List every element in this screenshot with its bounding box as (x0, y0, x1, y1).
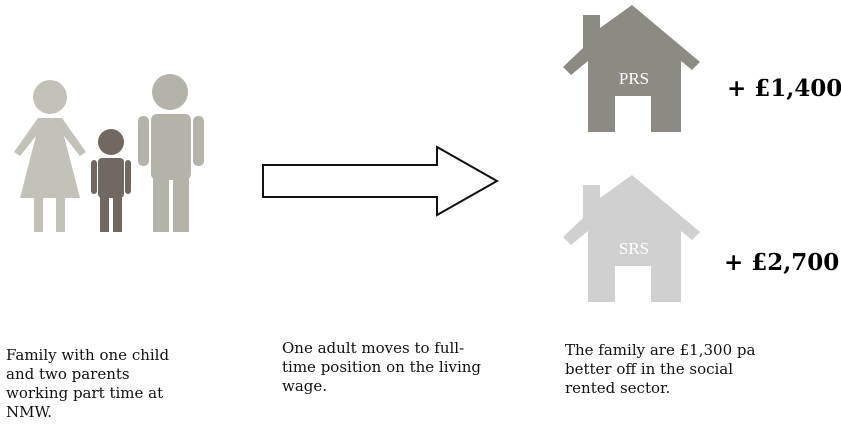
house-prs (563, 5, 700, 132)
house-label: PRS (619, 69, 649, 88)
family-icon (14, 74, 204, 232)
caption-line: and two parents (6, 365, 130, 383)
family-caption: Family with one child and two parents work… (6, 346, 169, 421)
caption-line: Family with one child (6, 346, 169, 364)
caption-line: One adult moves to full- (282, 339, 464, 357)
man (138, 74, 204, 232)
amount: + £2,700 (724, 249, 839, 276)
result-caption: The family are £1,300 pa better off in th… (565, 341, 755, 397)
house-label: SRS (619, 239, 649, 258)
caption-line: better off in the social (565, 360, 733, 378)
child (91, 129, 131, 232)
woman (14, 80, 86, 232)
caption-line: time position on the living (282, 358, 481, 376)
house-srs (563, 175, 700, 302)
caption-line: working part time at (6, 384, 163, 402)
caption-line: wage. (282, 377, 327, 395)
arrow (262, 145, 500, 217)
caption-line: The family are £1,300 pa (565, 341, 755, 359)
caption-line: NMW. (6, 403, 52, 421)
caption-line: rented sector. (565, 379, 670, 397)
change-caption: One adult moves to full-time position on… (282, 339, 481, 395)
amount: + £1,400 (727, 75, 841, 102)
